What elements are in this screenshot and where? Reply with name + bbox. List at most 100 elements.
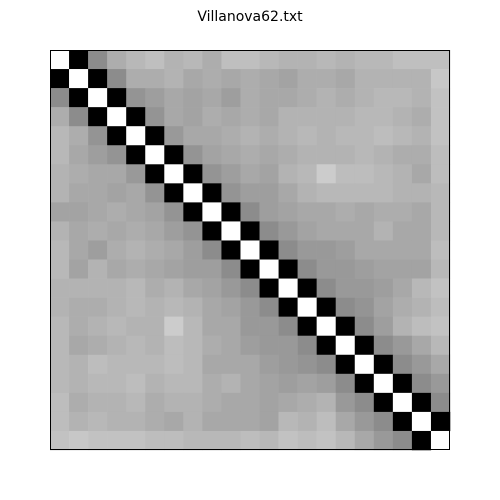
heatmap-cell [69, 221, 89, 241]
heatmap-cell [373, 145, 394, 165]
heatmap-cell [50, 354, 70, 375]
heatmap-cell [202, 354, 222, 375]
heatmap-cell [259, 221, 279, 241]
heatmap-cell [316, 183, 337, 203]
heatmap-cell [183, 164, 203, 184]
heatmap-cell [373, 240, 394, 260]
heatmap-cell [164, 107, 184, 127]
heatmap-cell [183, 69, 203, 89]
heatmap-cell [335, 297, 356, 317]
heatmap-cell [88, 183, 108, 203]
heatmap-cell [278, 183, 298, 203]
heatmap-cell [126, 316, 146, 337]
heatmap-cell [354, 430, 375, 451]
heatmap-cell [430, 316, 451, 337]
heatmap-cell [164, 221, 184, 241]
heatmap-cell [69, 297, 89, 317]
heatmap-cell [240, 373, 260, 394]
heatmap-cell [88, 69, 108, 89]
heatmap-cell [430, 88, 451, 108]
heatmap-cell [221, 69, 241, 89]
heatmap-cell [278, 411, 298, 432]
heatmap-cell [335, 392, 356, 413]
heatmap-cell [164, 335, 184, 356]
heatmap-cell [335, 88, 356, 108]
heatmap-cell [107, 259, 127, 279]
heatmap-cell [411, 69, 432, 89]
heatmap-cell [335, 126, 356, 146]
heatmap-cell [373, 392, 394, 413]
heatmap-cells [50, 50, 451, 451]
heatmap-cell [430, 69, 451, 89]
heatmap-cell [202, 50, 222, 70]
heatmap-cell [392, 278, 413, 298]
heatmap-cell [430, 107, 451, 127]
heatmap-cell [297, 202, 317, 222]
heatmap-cell [145, 183, 165, 203]
heatmap-cell [107, 88, 127, 108]
heatmap-cell [240, 202, 260, 222]
heatmap-cell [335, 278, 356, 298]
heatmap-cell [335, 221, 356, 241]
heatmap-cell [183, 221, 203, 241]
heatmap-cell [69, 411, 89, 432]
heatmap-cell [164, 316, 184, 337]
heatmap-cell [411, 145, 432, 165]
heatmap-cell [297, 411, 317, 432]
heatmap-cell [411, 221, 432, 241]
heatmap-cell [278, 69, 298, 89]
heatmap-cell [164, 354, 184, 375]
heatmap-cell [373, 107, 394, 127]
heatmap-cell [411, 278, 432, 298]
heatmap-cell [354, 373, 375, 394]
heatmap-cell [430, 392, 451, 413]
heatmap-cell [107, 411, 127, 432]
heatmap-cell [221, 335, 241, 356]
heatmap-cell [316, 164, 337, 184]
heatmap-cell [430, 411, 451, 432]
heatmap-cell [88, 278, 108, 298]
heatmap-cell [164, 297, 184, 317]
heatmap-cell [145, 297, 165, 317]
heatmap-cell [297, 164, 317, 184]
heatmap-cell [278, 221, 298, 241]
heatmap-cell [145, 50, 165, 70]
heatmap-cell [278, 240, 298, 260]
heatmap-cell [145, 107, 165, 127]
heatmap-cell [373, 164, 394, 184]
heatmap-cell [335, 240, 356, 260]
heatmap-cell [145, 316, 165, 337]
heatmap-cell [164, 183, 184, 203]
heatmap-cell [69, 183, 89, 203]
heatmap-cell [373, 297, 394, 317]
heatmap-cell [50, 335, 70, 356]
heatmap-cell [316, 126, 337, 146]
plot-frame [50, 50, 450, 450]
heatmap-cell [221, 107, 241, 127]
heatmap-cell [316, 202, 337, 222]
heatmap-cell [221, 88, 241, 108]
heatmap-cell [411, 183, 432, 203]
heatmap-cell [316, 430, 337, 451]
heatmap-cell [221, 50, 241, 70]
heatmap-cell [392, 164, 413, 184]
heatmap-cell [411, 316, 432, 337]
heatmap-cell [50, 202, 70, 222]
heatmap-cell [69, 354, 89, 375]
heatmap-cell [183, 202, 203, 222]
heatmap-cell [183, 392, 203, 413]
heatmap-cell [164, 69, 184, 89]
heatmap-cell [411, 202, 432, 222]
heatmap-cell [88, 107, 108, 127]
heatmap-cell [221, 392, 241, 413]
heatmap-cell [354, 88, 375, 108]
heatmap-cell [88, 430, 108, 451]
heatmap-cell [335, 430, 356, 451]
heatmap-cell [145, 145, 165, 165]
heatmap-cell [430, 430, 451, 451]
heatmap-cell [259, 69, 279, 89]
heatmap-cell [278, 297, 298, 317]
heatmap-cell [50, 373, 70, 394]
heatmap-cell [278, 202, 298, 222]
heatmap-cell [240, 107, 260, 127]
